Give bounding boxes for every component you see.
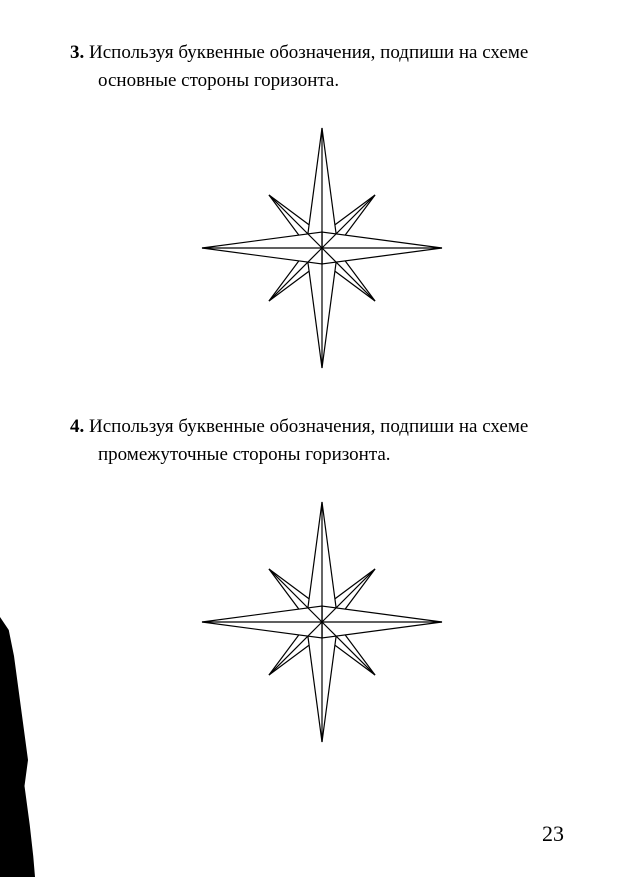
exercise-4: 4. Используя буквенные обозначения, подп… bbox=[70, 413, 574, 757]
compass-rose-2 bbox=[187, 487, 457, 757]
exercise-4-text: 4. Используя буквенные обозначения, подп… bbox=[70, 413, 574, 468]
exercise-3-number: 3. bbox=[70, 42, 84, 63]
page: 3. Используя буквенные обозначения, подп… bbox=[0, 0, 624, 757]
exercise-3-text: 3. Используя буквенные обозначения, подп… bbox=[70, 39, 574, 94]
compass-figure-1 bbox=[70, 113, 574, 383]
exercise-4-body: Используя буквенные обозначения, подпиши… bbox=[89, 416, 528, 465]
exercise-3-body: Используя буквенные обозначения, подпиши… bbox=[89, 42, 528, 91]
exercise-4-number: 4. bbox=[70, 416, 84, 437]
exercise-3: 3. Используя буквенные обозначения, подп… bbox=[70, 39, 574, 383]
compass-rose-1 bbox=[187, 113, 457, 383]
page-number: 23 bbox=[542, 821, 564, 847]
compass-figure-2 bbox=[70, 487, 574, 757]
